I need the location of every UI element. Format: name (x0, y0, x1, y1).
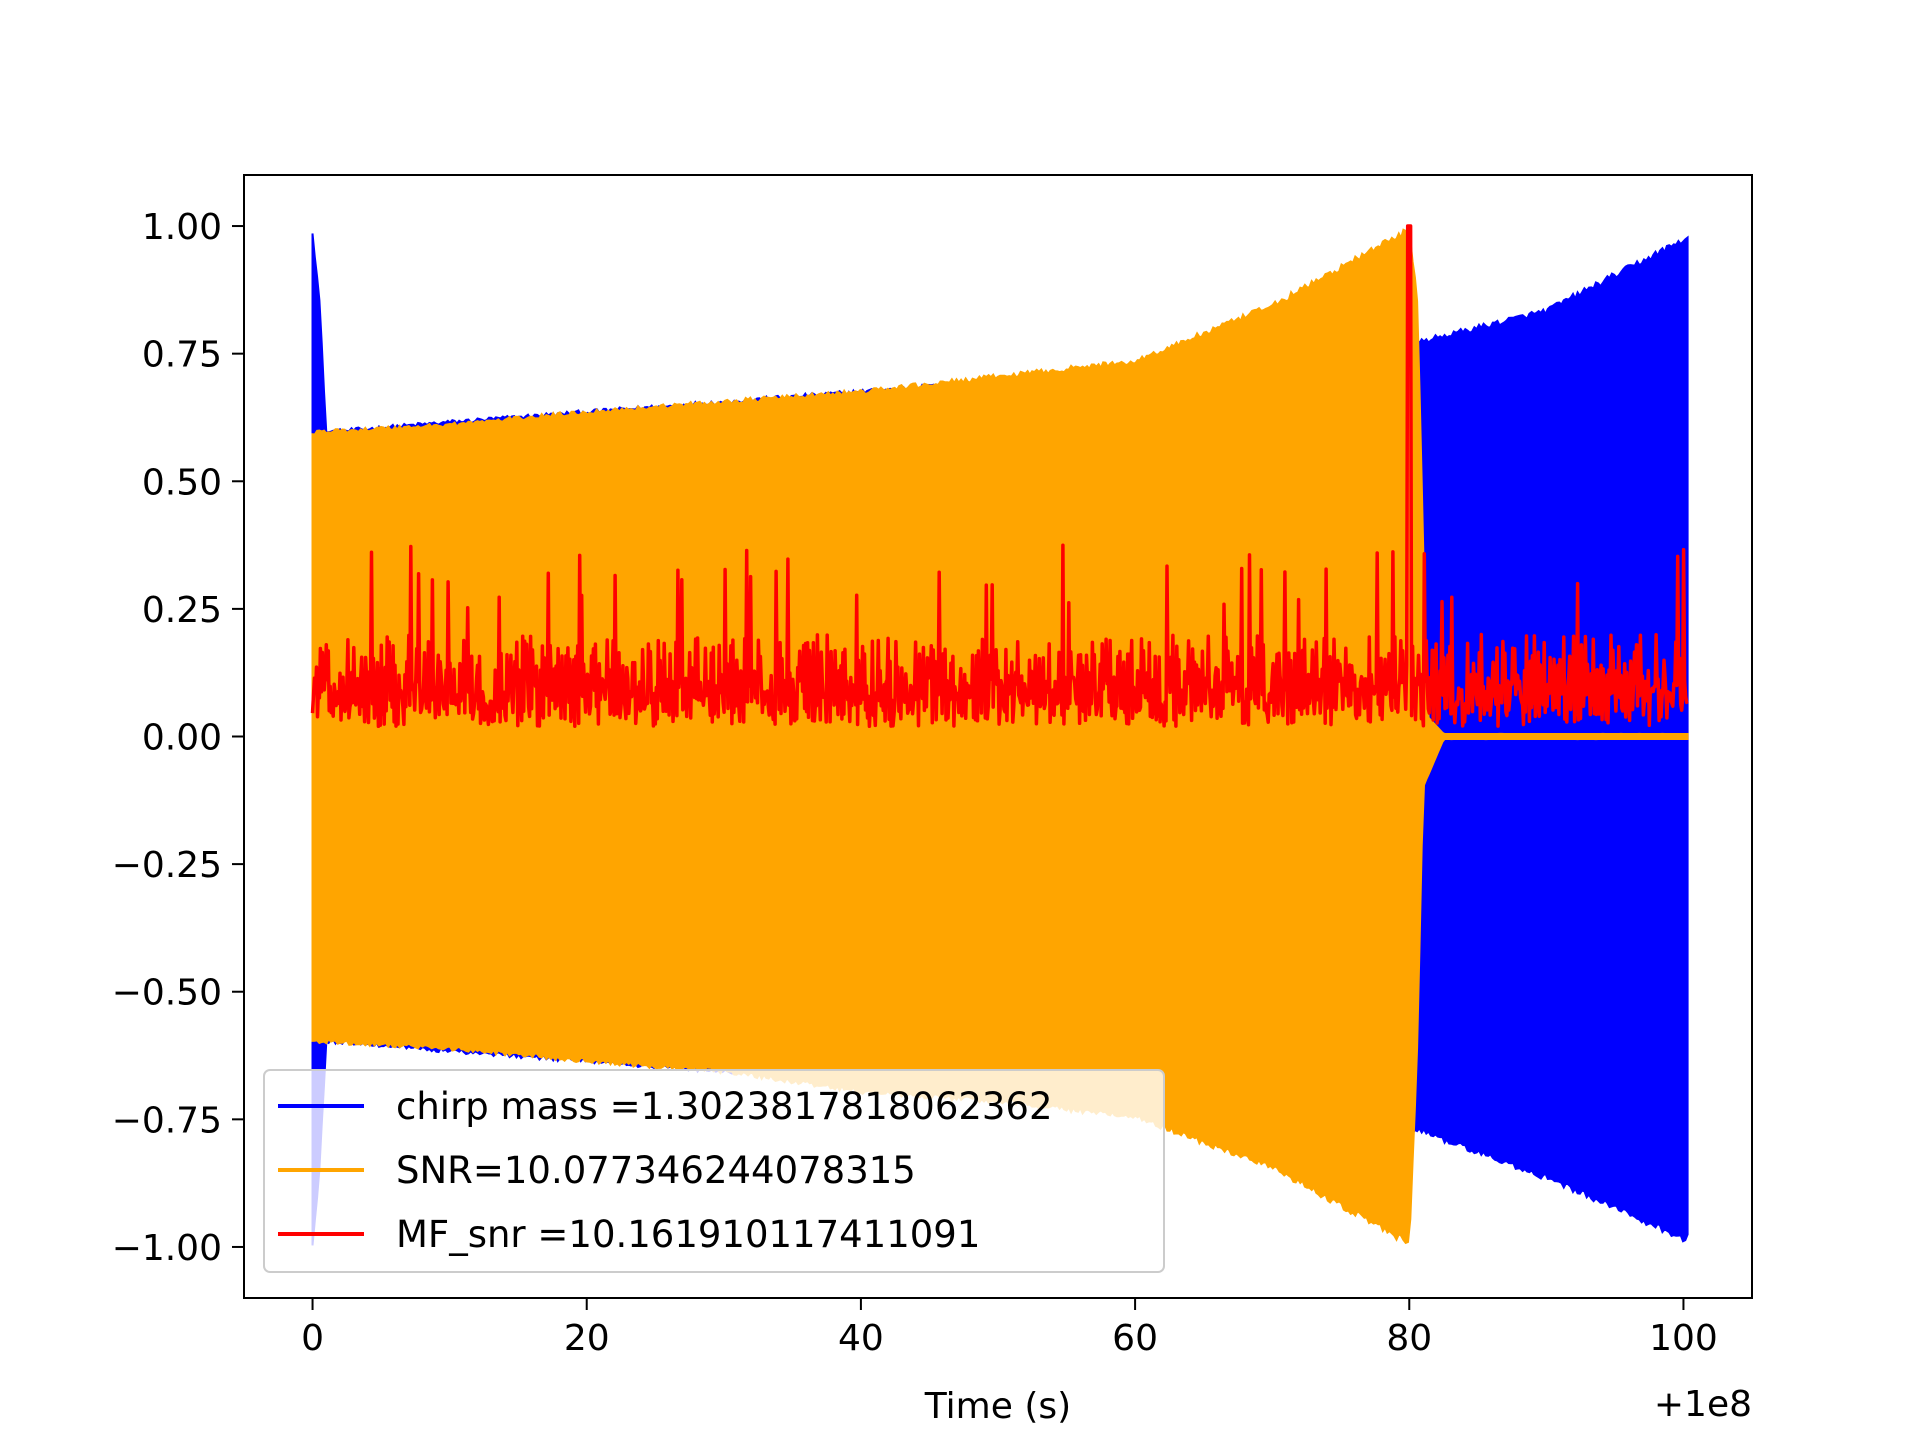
legend-label: MF_snr =10.161910117411091 (396, 1213, 980, 1256)
x-tick-label: 20 (564, 1318, 610, 1359)
y-tick-label: 0.00 (142, 718, 222, 759)
legend-label: chirp mass =1.3023817818062362 (396, 1085, 1053, 1128)
y-tick-label: 0.75 (142, 335, 222, 376)
x-axis: 0 20 40 60 80 100 (301, 1298, 1718, 1359)
x-tick-label: 0 (301, 1318, 324, 1359)
series-layer (310, 224, 1689, 1246)
y-tick-label: −1.00 (112, 1228, 222, 1269)
y-tick-label: −0.75 (112, 1100, 222, 1141)
series-3-line (310, 224, 1689, 729)
y-tick-label: 0.50 (142, 462, 222, 503)
y-tick-label: 1.00 (142, 207, 222, 248)
x-tick-label: 40 (838, 1318, 884, 1359)
legend: chirp mass =1.3023817818062362 SNR=10.077… (263, 1069, 1165, 1273)
x-axis-title: Time (s) (924, 1386, 1071, 1427)
x-tick-label: 80 (1386, 1318, 1432, 1359)
y-tick-label: 0.25 (142, 590, 222, 631)
y-tick-label: −0.50 (112, 973, 222, 1014)
legend-label: SNR=10.077346244078315 (396, 1149, 916, 1192)
legend-box (263, 1069, 1165, 1273)
x-tick-label: 60 (1112, 1318, 1158, 1359)
y-tick-label: −0.25 (112, 845, 222, 886)
x-axis-offset-label: +1e8 (1654, 1384, 1752, 1425)
x-tick-label: 100 (1649, 1318, 1718, 1359)
y-axis: 1.00 0.75 0.50 0.25 0.00 −0.25 −0.50 −0.75 −1.00 (112, 207, 244, 1269)
series-3 (310, 224, 1689, 729)
